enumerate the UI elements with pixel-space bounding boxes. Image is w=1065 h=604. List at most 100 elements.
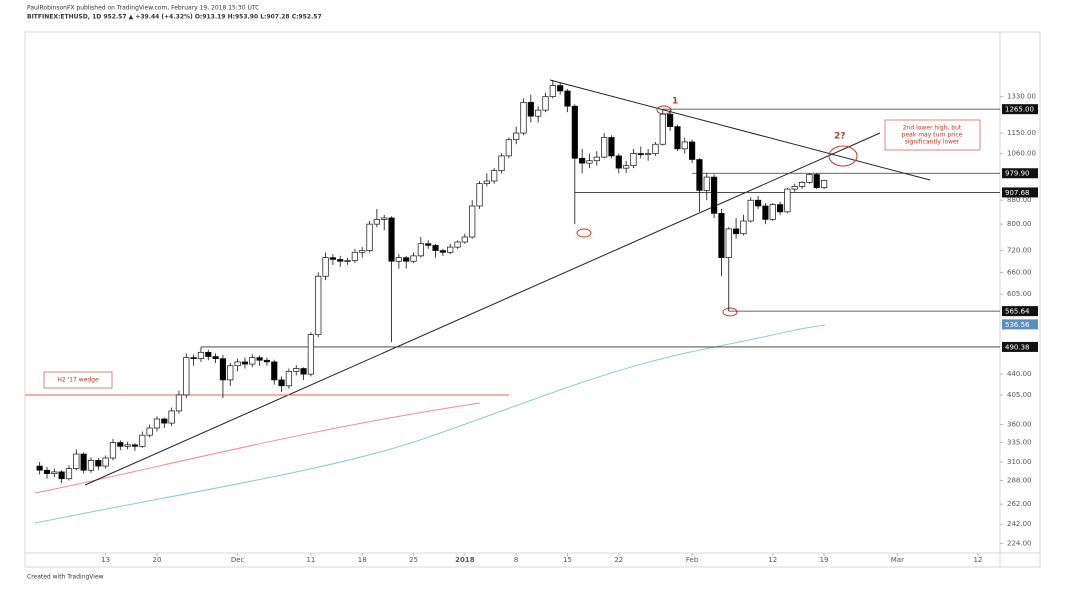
candle-body — [183, 357, 190, 396]
moving-average-short — [34, 402, 481, 494]
candle-body — [754, 199, 762, 207]
candle-body — [322, 257, 329, 277]
candle-body — [447, 246, 454, 253]
candle-body — [293, 368, 300, 372]
candle-body — [732, 228, 740, 235]
candle-body — [117, 442, 124, 447]
candle-body — [197, 351, 205, 360]
candle-body — [410, 255, 417, 262]
candle-body — [469, 205, 476, 238]
candle-body — [300, 368, 307, 375]
candle-body — [820, 179, 828, 189]
candle-body — [285, 370, 293, 387]
candle-body — [527, 101, 534, 117]
candle-body — [557, 85, 564, 92]
candle-body — [212, 356, 219, 360]
wedge-label: H2 '17 wedge — [57, 377, 99, 384]
x-tick-label: 12 — [974, 556, 983, 564]
candle-body — [337, 259, 344, 262]
candle-body — [315, 275, 322, 335]
candle-body — [205, 351, 212, 357]
candle-body — [505, 139, 512, 157]
symbol-line: BITFINEX:ETHUSD, 1D 952.57 ▲ +39.44 (+4.… — [27, 14, 322, 21]
x-tick-label: 19 — [820, 556, 829, 564]
candle-body — [51, 471, 58, 474]
x-tick-label: Dec — [231, 556, 245, 564]
candle-body — [241, 361, 249, 365]
candle-body — [461, 236, 468, 243]
annotation: 1 — [672, 97, 678, 107]
x-tick-label: 13 — [101, 556, 110, 564]
candle-body — [395, 257, 402, 262]
y-tick-label: 310.00 — [1007, 458, 1032, 466]
y-tick-label: 405.00 — [1007, 391, 1032, 399]
candle-body — [161, 418, 168, 424]
candle-body — [359, 250, 366, 253]
annotation: peak may turn price — [902, 132, 963, 139]
candle-body — [710, 176, 718, 214]
candle-body — [769, 204, 776, 220]
candle-body — [652, 143, 659, 154]
level-box — [1002, 306, 1038, 317]
y-tick-label: 440.00 — [1007, 370, 1032, 378]
candle-body — [131, 444, 139, 447]
candle-body — [190, 357, 197, 360]
y-tick-label: 262.00 — [1007, 500, 1032, 508]
y-tick-label: 224.00 — [1007, 540, 1032, 548]
candle-body — [725, 228, 732, 258]
y-tick-label: 335.00 — [1007, 439, 1032, 447]
candle-body — [549, 85, 556, 97]
candle-body — [102, 457, 109, 467]
footer: Created with TradingView — [27, 574, 104, 581]
annotation: significantly lower — [905, 139, 960, 146]
candle-body — [263, 359, 271, 363]
candle-body — [659, 113, 666, 145]
y-tick-label: 1060.00 — [1007, 150, 1036, 158]
candle-body — [689, 141, 696, 160]
candle-body — [388, 217, 395, 262]
candle-body — [630, 153, 637, 166]
x-tick-label: 8 — [514, 556, 518, 564]
candle-body — [491, 170, 498, 182]
candle-body — [58, 471, 65, 480]
candle-body — [593, 156, 600, 162]
candle-body — [124, 444, 131, 447]
candle-body — [637, 153, 644, 156]
candle-body — [579, 157, 586, 164]
y-tick-label: 1330.00 — [1007, 93, 1036, 101]
downtrend-line — [549, 79, 931, 181]
candle-body — [417, 243, 424, 257]
y-tick-label: 800.00 — [1007, 220, 1032, 228]
level-box — [1002, 341, 1038, 352]
x-tick-label: 15 — [563, 556, 572, 564]
candle-body — [381, 217, 388, 220]
candle-body — [403, 257, 410, 262]
level-box — [1002, 187, 1038, 198]
candle-body — [175, 394, 183, 412]
y-tick-label: 605.00 — [1007, 290, 1032, 298]
note-box — [884, 119, 981, 151]
y-tick-label: 660.00 — [1007, 268, 1032, 276]
candle-body — [623, 165, 630, 169]
level-box — [1002, 168, 1038, 179]
candle-body — [439, 250, 446, 253]
candle-body — [95, 460, 102, 467]
candle-body — [703, 176, 710, 191]
drawings — [34, 79, 981, 524]
x-tick-label: 2018 — [455, 556, 475, 564]
candle-body — [615, 155, 622, 169]
candle-body — [681, 141, 688, 150]
candle-body — [798, 181, 806, 187]
candle-body — [366, 223, 373, 251]
candle-body — [432, 245, 439, 251]
x-tick-label: Feb — [686, 556, 699, 564]
candle-body — [278, 379, 285, 387]
x-tick-label: 12 — [768, 556, 777, 564]
x-tick-label: 20 — [152, 556, 161, 564]
candle-body — [586, 160, 593, 164]
candle-body — [520, 101, 527, 134]
marker-ellipse — [828, 145, 858, 167]
level-label: 1265.00 — [1005, 106, 1034, 114]
